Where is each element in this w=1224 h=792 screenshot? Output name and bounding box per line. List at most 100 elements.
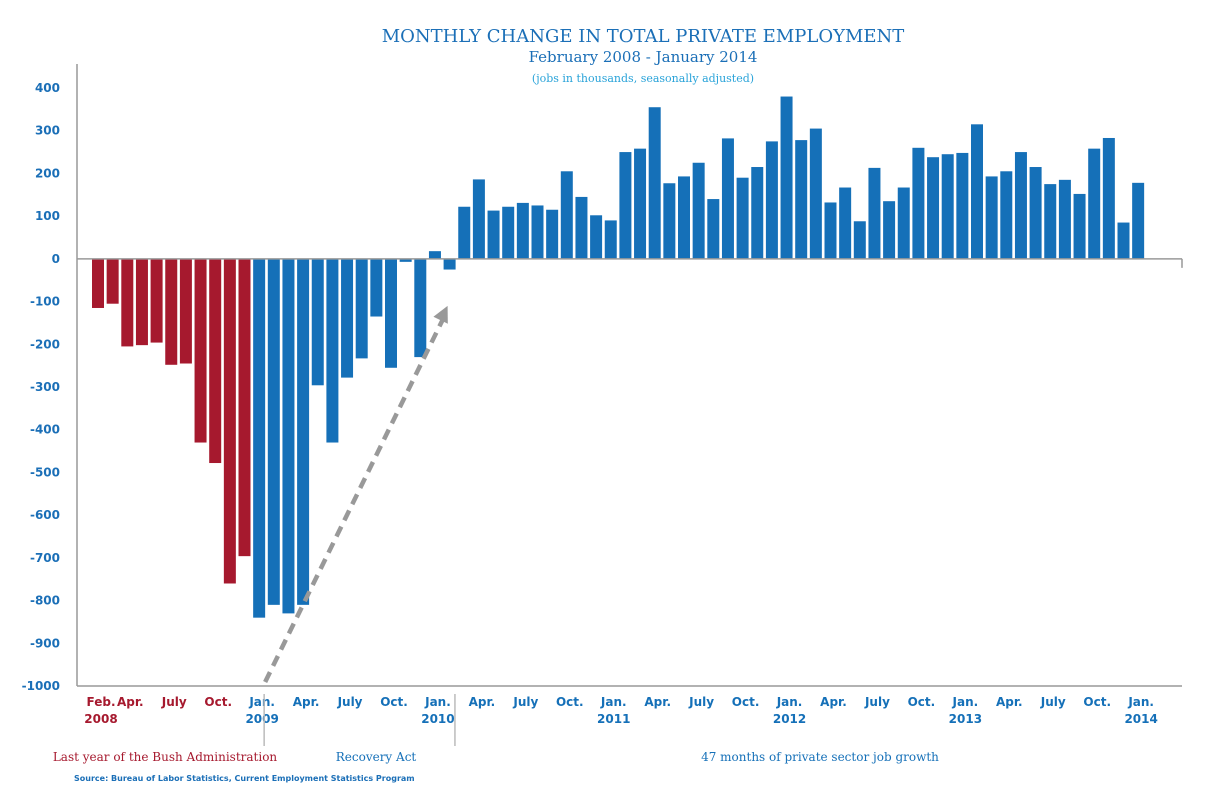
bar-jun-2009 [326,258,339,443]
bar-feb-2013 [971,124,983,259]
bar-jan-2010 [428,251,441,259]
x-tick-year: 2011 [597,712,630,726]
bar-aug-2012 [883,201,896,259]
bar-aug-2008 [179,258,192,364]
x-tick-label: Oct. [1083,695,1111,709]
bar-may-2009 [311,258,324,386]
arrow-shaft [263,316,446,683]
bar-sep-2011 [721,138,734,259]
x-tick-label: Feb. [87,695,116,709]
x-tick-label: Apr. [469,695,496,709]
x-tick-label: Jan. [776,695,803,709]
bar-dec-2009 [414,258,427,358]
bar-jul-2012 [868,167,881,259]
y-tick-label: 0 [52,252,60,266]
bar-nov-2008 [223,258,236,584]
bar-may-2011 [663,183,676,259]
period-label: 47 months of private sector job growth [701,750,939,764]
bar-mar-2011 [634,148,647,259]
bar-may-2013 [1014,152,1027,259]
bar-feb-2010 [443,258,456,270]
bar-sep-2008 [194,258,207,443]
x-tick-label: Jan. [248,695,275,709]
bar-jan-2014 [1132,182,1145,259]
bar-jul-2009 [341,258,354,378]
x-tick-year: 2013 [949,712,982,726]
x-tick-year: 2014 [1124,712,1157,726]
bar-aug-2010 [531,205,544,259]
bar-apr-2012 [824,202,837,259]
bar-jun-2012 [853,221,866,259]
x-tick-label: July [688,695,714,709]
bar-apr-2013 [1000,171,1013,259]
y-tick-label: -100 [30,295,60,309]
y-tick-label: 100 [35,209,60,223]
bar-apr-2011 [648,107,661,259]
bar-nov-2013 [1102,137,1115,259]
bar-apr-2009 [297,258,310,605]
x-tick-label: Jan. [600,695,627,709]
bar-oct-2011 [736,177,749,259]
bar-mar-2013 [985,176,998,259]
x-tick-label: Apr. [820,695,847,709]
bar-feb-2009 [267,258,280,605]
bar-oct-2009 [385,258,397,368]
bar-jan-2011 [604,220,617,259]
bar-jan-2009 [253,258,266,618]
bar-mar-2009 [282,258,295,614]
x-tick-label: Oct. [556,695,584,709]
y-axis: 400 300 200 100 0 -100 -200 -300 -400 -500 -600 -70… [22,64,78,693]
y-tick-label: 300 [35,124,60,138]
bar-oct-2008 [209,258,222,464]
bar-sep-2010 [546,209,559,259]
y-tick-label: -900 [30,636,60,650]
y-tick-label: -200 [30,337,60,351]
y-tick-label: 400 [35,81,60,95]
x-tick-label: Apr. [117,695,144,709]
y-tick-label: -700 [30,551,60,565]
x-tick-label: July [512,695,538,709]
bar-jan-2013 [956,152,969,259]
x-tick-label: Oct. [204,695,232,709]
bar-jul-2011 [692,162,705,259]
x-tick-year: 2010 [421,712,454,726]
y-tick-label: -800 [30,594,60,608]
bar-aug-2013 [1058,179,1071,259]
period-labels: Last year of the Bush Administration Reco… [53,694,939,764]
bar-jul-2008 [165,258,178,365]
bar-feb-2012 [795,140,808,259]
x-tick-label: July [1040,695,1066,709]
chart-source: Source: Bureau of Labor Statistics, Curr… [74,774,415,783]
chart-title: MONTHLY CHANGE IN TOTAL PRIVATE EMPLOYME… [382,26,905,47]
x-tick-label: Oct. [732,695,760,709]
bar-aug-2011 [707,199,720,259]
bar-dec-2011 [765,141,778,259]
x-tick-label: Oct. [908,695,936,709]
bar-sep-2013 [1073,193,1086,259]
x-tick-label: Apr. [996,695,1023,709]
period-label: Last year of the Bush Administration [53,750,278,764]
bar-jun-2011 [678,176,690,259]
bar-jul-2010 [516,202,529,259]
x-tick-year: 2012 [773,712,806,726]
bar-mar-2008 [106,258,119,304]
bar-jun-2010 [502,206,515,259]
bar-apr-2008 [121,258,134,347]
bar-nov-2010 [575,196,588,259]
y-tick-label: -1000 [22,679,60,693]
x-tick-label: Jan. [424,695,451,709]
bar-may-2012 [839,187,852,259]
bar-oct-2013 [1088,148,1101,259]
x-tick-label: Jan. [952,695,979,709]
bar-nov-2012 [927,157,940,259]
bar-dec-2012 [941,154,954,259]
x-tick-year: 2009 [245,712,278,726]
bar-nov-2011 [751,167,764,259]
arrow-head [433,305,448,324]
bar-apr-2010 [472,179,485,259]
x-tick-label: Jan. [1127,695,1154,709]
x-tick-label: July [161,695,187,709]
bar-sep-2012 [897,187,910,259]
